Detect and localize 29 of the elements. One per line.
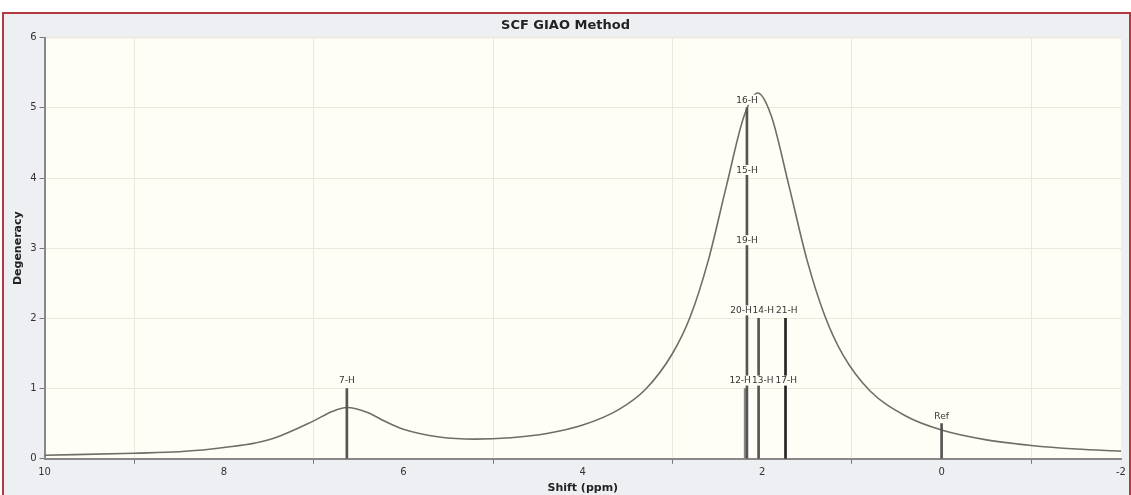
annotation: 13-H [752, 375, 774, 386]
annotation: 12-H [729, 375, 751, 386]
x-tick-label: -2 [1116, 466, 1126, 478]
annotation: 14-H [752, 305, 775, 316]
chart-title: SCF GIAO Method [501, 17, 630, 33]
x-tick-label: 4 [579, 466, 586, 478]
y-tick-label: 5 [30, 101, 37, 113]
x-tick-label: 2 [759, 466, 766, 478]
x-tick-label: 0 [938, 466, 945, 478]
y-tick-label: 2 [30, 311, 37, 323]
bar [940, 423, 943, 459]
annotation: 17-H [775, 375, 798, 386]
y-tick-label: 6 [30, 31, 37, 43]
annotation: 20-H [730, 305, 752, 316]
x-tick-label: 10 [38, 466, 51, 478]
y-tick-label: 3 [30, 241, 37, 253]
x-tick-label: 8 [220, 466, 228, 478]
x-axis-title: Shift (ppm) [547, 481, 619, 495]
y-tick-label: 4 [30, 171, 37, 183]
annotation: 7-H [338, 375, 355, 386]
annotation: 15-H [736, 164, 758, 175]
y-tick-label: 1 [30, 382, 37, 394]
x-tick-label: 6 [400, 466, 407, 478]
annotation: Ref [934, 410, 950, 421]
annotation: 16-H [736, 94, 758, 105]
annotation: 19-H [736, 235, 758, 246]
y-tick-label: 0 [30, 452, 37, 464]
annotation: 21-H [776, 305, 798, 316]
y-axis-title: Degeneracy [11, 211, 25, 286]
